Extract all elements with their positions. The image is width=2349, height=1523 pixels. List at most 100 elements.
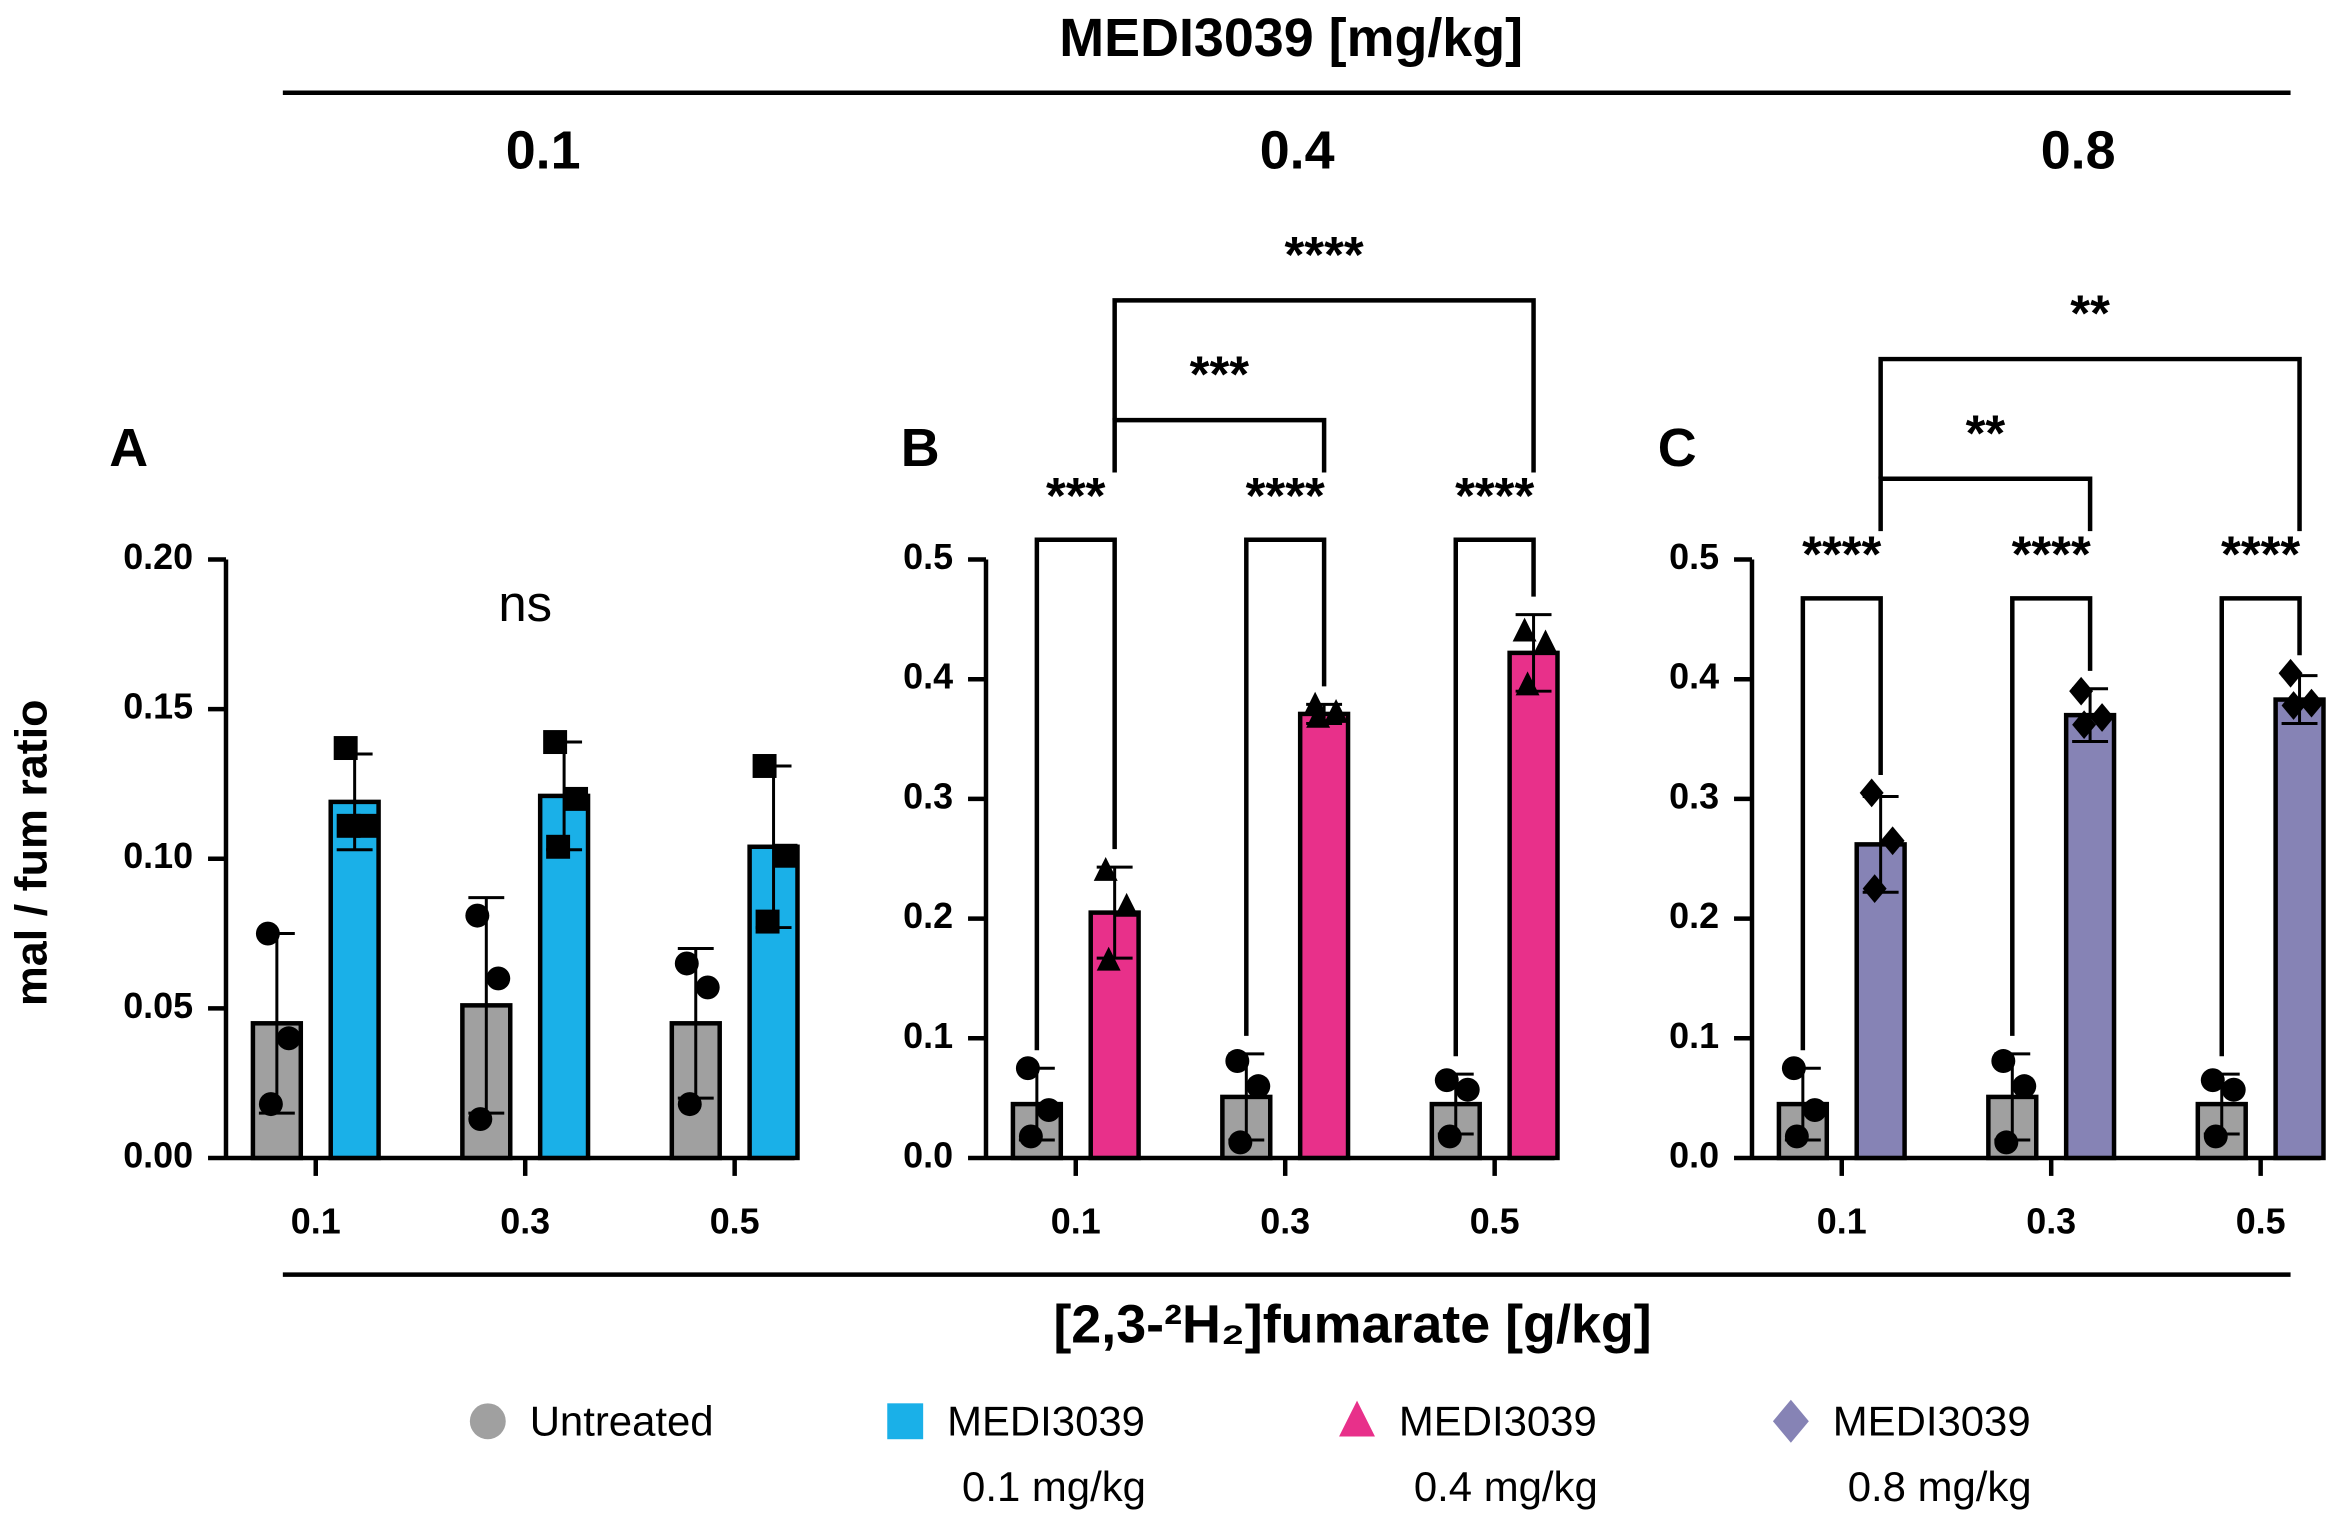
- significance-label: ***: [1046, 467, 1106, 524]
- x-tick-label: 0.3: [2026, 1201, 2076, 1241]
- x-tick-label: 0.5: [2236, 1201, 2286, 1241]
- data-point: [1437, 1124, 1462, 1149]
- bracket: [1453, 537, 1536, 1057]
- data-point: [2299, 688, 2324, 718]
- legend-marker: [887, 1403, 924, 1440]
- bar: [1297, 711, 1351, 1161]
- legend-label: Untreated: [530, 1397, 714, 1444]
- data-point: [2281, 691, 2306, 720]
- significance-label: ****: [1455, 467, 1534, 524]
- data-point: [1228, 1130, 1253, 1155]
- bracket: [1244, 537, 1327, 1036]
- y-tick-label: 0.1: [1669, 1016, 1719, 1056]
- bar: [1854, 842, 1907, 1161]
- data-point: [1303, 691, 1328, 716]
- y-tick-label: 0.2: [1669, 896, 1719, 936]
- bracket: [1800, 596, 1883, 1051]
- legend-sublabel: 0.4 mg/kg: [1414, 1463, 1598, 1510]
- data-point: [1434, 1068, 1459, 1093]
- panel-label: B: [901, 418, 940, 478]
- significance-label: **: [2070, 285, 2110, 342]
- y-tick-label: 0.20: [123, 537, 193, 577]
- data-point: [2203, 1124, 2228, 1149]
- y-tick-label: 0.5: [1669, 537, 1719, 577]
- bar: [1507, 650, 1560, 1161]
- data-point: [1225, 1049, 1250, 1073]
- x-tick-label: 0.1: [1817, 1201, 1867, 1241]
- data-point: [333, 736, 358, 761]
- data-point: [1114, 892, 1139, 917]
- data-point: [468, 1107, 493, 1132]
- data-point: [255, 921, 280, 946]
- y-axis-title: mal / fum ratio: [5, 699, 56, 1006]
- data-point: [674, 951, 699, 976]
- x-tick-label: 0.3: [1260, 1201, 1310, 1241]
- data-point: [1862, 874, 1887, 904]
- significance-label: ***: [1190, 346, 1250, 403]
- y-tick-label: 0.05: [123, 986, 193, 1026]
- data-point: [1455, 1077, 1480, 1102]
- data-point: [2278, 658, 2303, 688]
- legend-marker: [1339, 1400, 1375, 1437]
- data-point: [1781, 1056, 1806, 1081]
- data-point: [2012, 1074, 2037, 1099]
- bracket: [1878, 356, 2302, 532]
- data-point: [752, 754, 777, 778]
- data-point: [276, 1026, 301, 1051]
- bracket: [1112, 298, 1536, 473]
- data-point: [1306, 703, 1331, 728]
- x-tick-label: 0.5: [1470, 1201, 1520, 1241]
- data-point: [773, 843, 798, 868]
- significance-label: ****: [1285, 226, 1364, 283]
- data-point: [1533, 629, 1558, 654]
- y-tick-label: 0.3: [1669, 776, 1719, 816]
- data-point: [2072, 710, 2097, 740]
- significance-label: **: [1966, 404, 2006, 461]
- data-point: [1515, 671, 1540, 696]
- data-point: [1880, 826, 1905, 856]
- x-tick-label: 0.1: [291, 1201, 341, 1241]
- group-title: 0.4: [1260, 120, 1335, 180]
- y-tick-label: 0.1: [903, 1016, 953, 1056]
- data-point: [1991, 1049, 2016, 1073]
- data-point: [546, 834, 571, 859]
- bracket: [1112, 417, 1327, 473]
- y-tick-label: 0.0: [903, 1135, 953, 1175]
- annotation: ns: [498, 575, 552, 632]
- data-point: [1018, 1124, 1043, 1149]
- y-tick-label: 0.15: [123, 687, 193, 727]
- data-point: [2221, 1077, 2246, 1102]
- significance-label: ****: [1246, 467, 1325, 524]
- bracket: [2010, 596, 2093, 1036]
- legend-sublabel: 0.8 mg/kg: [1848, 1463, 2032, 1510]
- data-point: [1324, 698, 1349, 723]
- significance-label: ****: [1802, 525, 1881, 582]
- data-point: [677, 1092, 702, 1117]
- data-point: [755, 909, 780, 934]
- legend-label: MEDI3039: [1833, 1397, 2031, 1444]
- panel-label: C: [1658, 418, 1697, 478]
- figure-title: MEDI3039 [mg/kg]: [1059, 8, 1523, 68]
- bar: [328, 799, 381, 1161]
- data-point: [2200, 1068, 2225, 1093]
- legend-sublabel: 0.1 mg/kg: [962, 1463, 1146, 1510]
- group-title: 0.8: [2041, 120, 2116, 180]
- x-tick-label: 0.5: [710, 1201, 760, 1241]
- legend-marker: [1772, 1399, 1809, 1443]
- data-point: [1093, 856, 1118, 881]
- data-point: [543, 730, 568, 755]
- x-axis-title: [2,3-²H₂]fumarate [g/kg]: [1053, 1295, 1651, 1355]
- bracket: [1034, 537, 1117, 1051]
- data-point: [486, 966, 511, 991]
- bar: [2063, 712, 2117, 1161]
- y-tick-label: 0.4: [903, 657, 953, 697]
- legend-label: MEDI3039: [947, 1397, 1145, 1444]
- bracket: [2219, 596, 2302, 1057]
- y-tick-label: 0.00: [123, 1135, 193, 1175]
- y-tick-label: 0.5: [903, 537, 953, 577]
- data-point: [1859, 778, 1884, 808]
- data-point: [1802, 1098, 1827, 1123]
- group-title: 0.1: [506, 120, 581, 180]
- y-tick-label: 0.10: [123, 836, 193, 876]
